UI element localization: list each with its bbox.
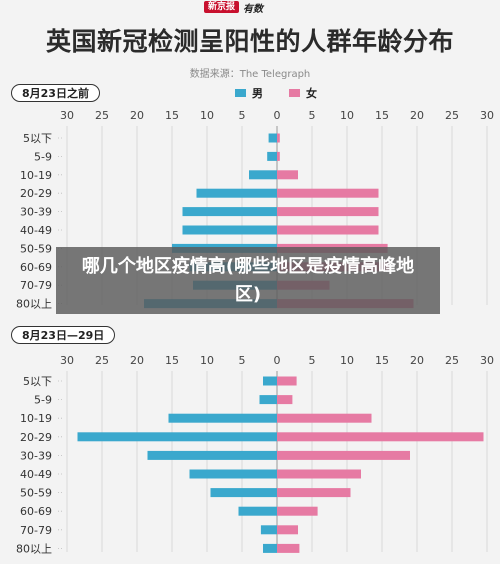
x-tick-label: 30 bbox=[480, 354, 494, 367]
category-label: 70-79 bbox=[20, 279, 52, 292]
category-label: 20-29 bbox=[20, 187, 52, 200]
bar-female bbox=[277, 376, 297, 386]
x-tick-label: 25 bbox=[95, 354, 109, 367]
bar-male bbox=[267, 151, 277, 161]
logo-badge: 新京报 bbox=[204, 1, 240, 13]
bar-male bbox=[238, 506, 277, 516]
category-label: 60-69 bbox=[20, 261, 52, 274]
x-tick-label: 10 bbox=[340, 109, 354, 122]
bar-male bbox=[182, 225, 277, 235]
bar-male bbox=[263, 376, 277, 386]
bar-female bbox=[277, 170, 298, 180]
x-tick-label: 0 bbox=[274, 109, 281, 122]
category-label: 30-39 bbox=[20, 449, 52, 462]
bar-male bbox=[189, 469, 277, 479]
bar-female bbox=[277, 413, 372, 423]
x-tick-label: 10 bbox=[200, 109, 214, 122]
legend-male-swatch bbox=[235, 89, 246, 97]
x-tick-label: 20 bbox=[410, 109, 424, 122]
category-label: 5以下 bbox=[23, 132, 52, 145]
bar-female bbox=[277, 450, 410, 460]
x-tick-label: 20 bbox=[130, 109, 144, 122]
x-tick-label: 5 bbox=[239, 354, 246, 367]
category-label: 80以上 bbox=[16, 542, 52, 555]
x-tick-label: 25 bbox=[95, 109, 109, 122]
period-label-2: 8月23日—29日 bbox=[11, 326, 116, 344]
bar-male bbox=[147, 450, 277, 460]
bar-female bbox=[277, 207, 379, 217]
category-label: 60-69 bbox=[20, 505, 52, 518]
bar-male bbox=[259, 395, 277, 405]
bar-female bbox=[277, 543, 300, 553]
x-tick-label: 25 bbox=[445, 354, 459, 367]
bar-female bbox=[277, 488, 351, 498]
category-label: 70-79 bbox=[20, 524, 52, 537]
bar-female bbox=[277, 395, 293, 405]
x-tick-label: 30 bbox=[480, 109, 494, 122]
x-tick-label: 25 bbox=[445, 109, 459, 122]
x-tick-label: 10 bbox=[340, 354, 354, 367]
x-tick-label: 30 bbox=[60, 109, 74, 122]
bar-female bbox=[277, 525, 298, 535]
logo-script: 有数 bbox=[243, 3, 264, 15]
page-title: 英国新冠检测呈阳性的人群年龄分布 bbox=[45, 27, 454, 56]
overlay-banner: 哪几个地区疫情高(哪些地区是疫情高峰地区) bbox=[56, 247, 440, 314]
x-tick-label: 20 bbox=[410, 354, 424, 367]
category-label: 30-39 bbox=[20, 206, 52, 219]
bar-female bbox=[277, 432, 484, 442]
bar-female bbox=[277, 151, 280, 161]
category-label: 10-19 bbox=[20, 169, 52, 182]
legend-female-label: 女 bbox=[306, 87, 317, 100]
x-tick-label: 15 bbox=[375, 354, 389, 367]
legend-male: 男 bbox=[235, 85, 263, 101]
x-tick-label: 0 bbox=[274, 354, 281, 367]
bar-female bbox=[277, 506, 318, 516]
category-label: 50-59 bbox=[20, 487, 52, 500]
bar-male bbox=[263, 543, 277, 553]
x-tick-label: 5 bbox=[309, 354, 316, 367]
bar-male bbox=[168, 413, 277, 423]
x-tick-label: 15 bbox=[165, 354, 179, 367]
bar-female bbox=[277, 188, 379, 198]
category-label: 40-49 bbox=[20, 224, 52, 237]
x-tick-label: 5 bbox=[309, 109, 316, 122]
x-tick-label: 10 bbox=[200, 354, 214, 367]
x-tick-label: 30 bbox=[60, 354, 74, 367]
category-label: 20-29 bbox=[20, 431, 52, 444]
legend-male-label: 男 bbox=[252, 87, 263, 100]
period-label-1: 8月23日之前 bbox=[11, 84, 100, 102]
category-label: 50-59 bbox=[20, 242, 52, 255]
bar-male bbox=[249, 170, 277, 180]
category-label: 80以上 bbox=[16, 298, 52, 311]
category-label: 5-9 bbox=[34, 394, 52, 407]
bar-male bbox=[196, 188, 277, 198]
bar-female bbox=[277, 133, 280, 143]
category-label: 5-9 bbox=[34, 150, 52, 163]
bar-male bbox=[268, 133, 277, 143]
category-label: 40-49 bbox=[20, 468, 52, 481]
bar-male bbox=[77, 432, 277, 442]
legend-female-swatch bbox=[289, 89, 300, 97]
brand-logo: 新京报 有数 bbox=[204, 0, 296, 15]
x-tick-label: 15 bbox=[375, 109, 389, 122]
bar-male bbox=[182, 207, 277, 217]
data-source: 数据来源：The Telegraph bbox=[189, 69, 311, 80]
bar-male bbox=[210, 488, 277, 498]
x-tick-label: 20 bbox=[130, 354, 144, 367]
category-label: 10-19 bbox=[20, 412, 52, 425]
bar-female bbox=[277, 225, 379, 235]
x-tick-label: 15 bbox=[165, 109, 179, 122]
category-label: 5以下 bbox=[23, 375, 52, 388]
legend-female: 女 bbox=[289, 85, 317, 101]
bar-female bbox=[277, 469, 361, 479]
x-tick-label: 5 bbox=[239, 109, 246, 122]
bar-male bbox=[260, 525, 277, 535]
